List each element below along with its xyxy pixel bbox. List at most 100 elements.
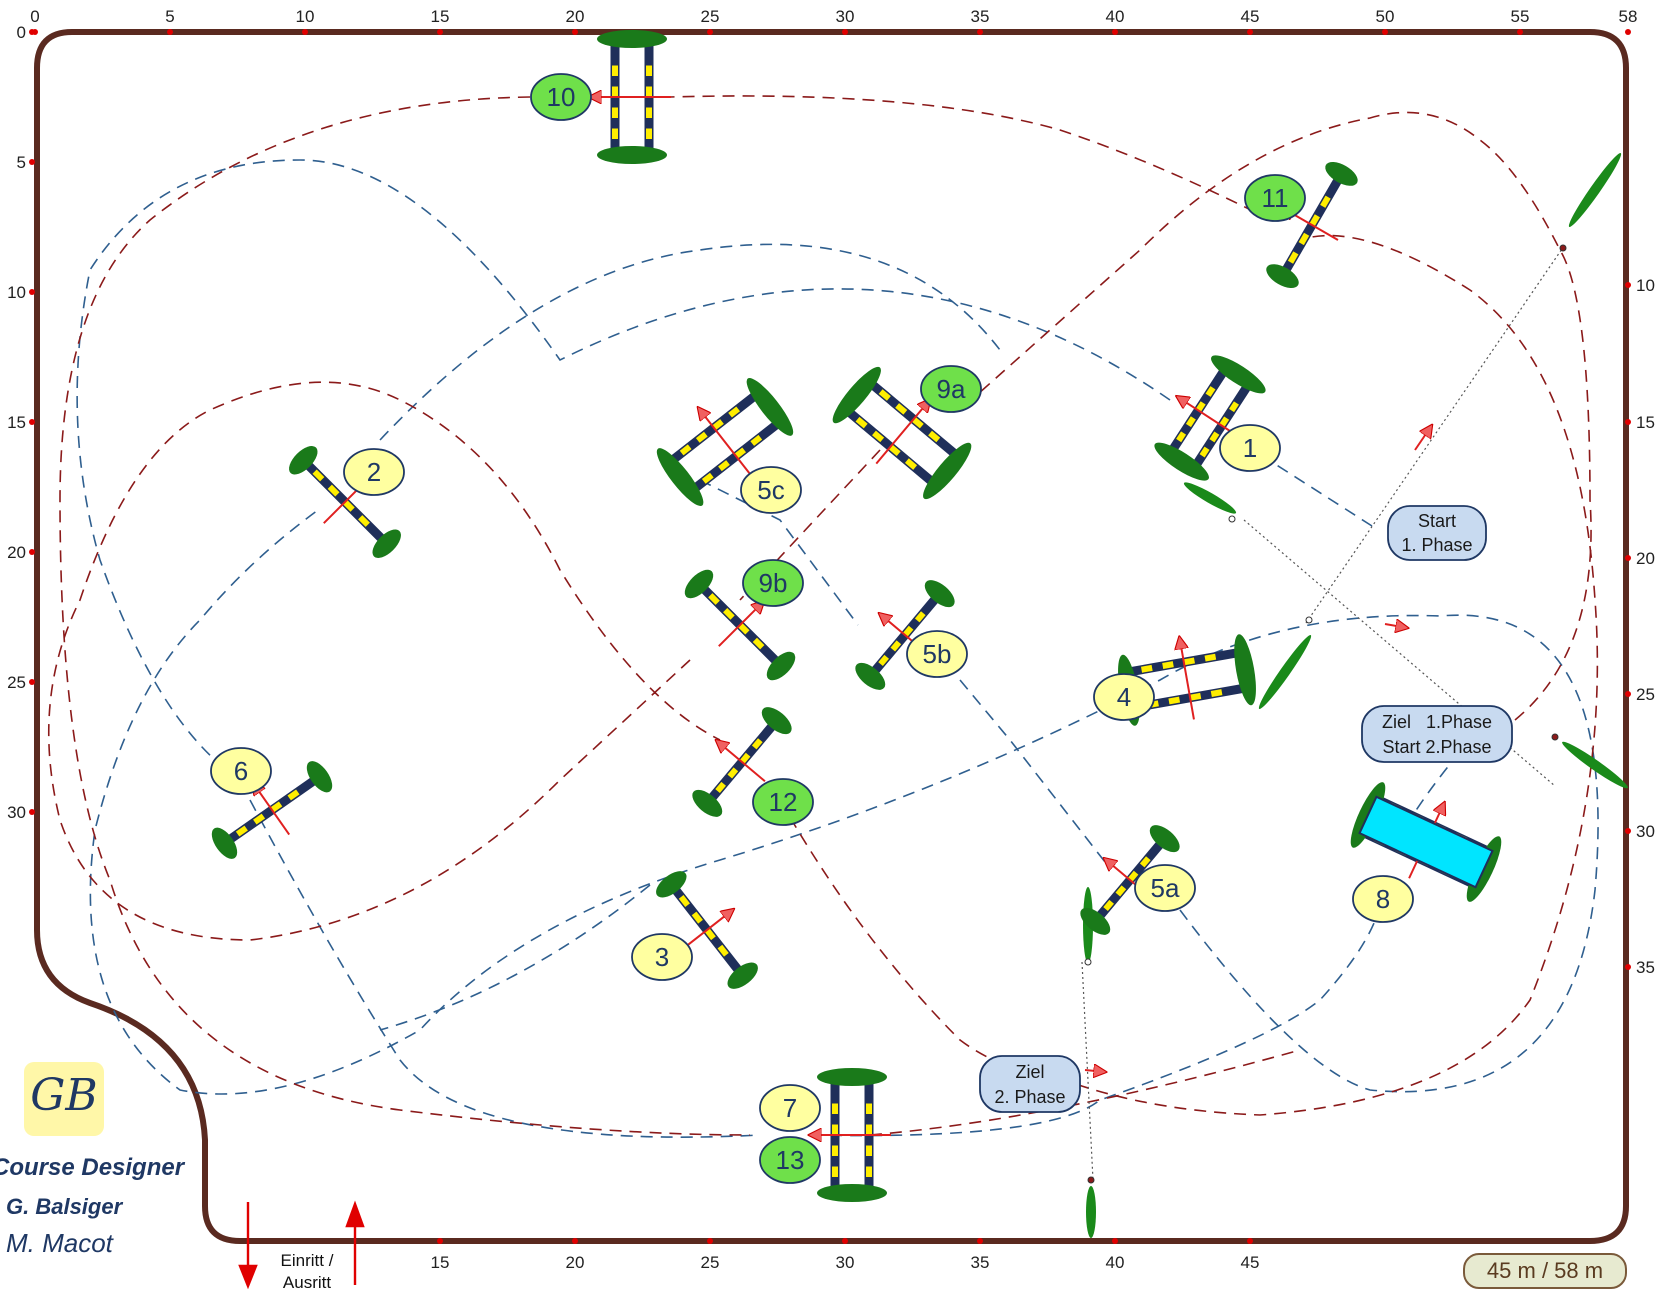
- hedge: [1211, 355, 1266, 394]
- tick-label: 0: [17, 23, 26, 42]
- tick-dot: [437, 29, 443, 35]
- tick-label: 35: [971, 7, 990, 26]
- hedge: [597, 30, 667, 48]
- pole-stripe: [723, 608, 735, 620]
- tick-label: 55: [1511, 7, 1530, 26]
- obstacle-number: 5b: [923, 639, 952, 669]
- hedge: [855, 662, 886, 690]
- pole-stripe: [1204, 653, 1217, 662]
- pole-stripe: [646, 107, 652, 118]
- top-axis-ticks: 0 5 10 15 20 25 30 35 40 45 50 55 58: [30, 7, 1637, 35]
- label-bubble: [1219, 424, 1281, 472]
- finish1-start2-line2: Start 2.Phase: [1382, 737, 1491, 757]
- tick-dot: [1112, 29, 1118, 35]
- pole-stripe: [1162, 661, 1174, 669]
- tick-dot: [1247, 29, 1253, 35]
- pole-stripe: [1176, 431, 1187, 443]
- direction-arrows: [1084, 425, 1432, 1072]
- pole-stripe: [646, 65, 652, 76]
- tick-dot: [572, 29, 578, 35]
- obstacle-1: [1154, 355, 1266, 481]
- entry-label-line2: Ausritt: [282, 1273, 332, 1292]
- obstacle-label-3: 3: [631, 933, 693, 981]
- tick-dot: [29, 419, 35, 425]
- pole-stripe: [270, 801, 283, 813]
- pole-stripe: [646, 128, 652, 139]
- tick-dot: [1625, 419, 1631, 425]
- tick-label: 25: [701, 7, 720, 26]
- label-bubble: [210, 747, 272, 795]
- jump-direction-arrow: [698, 407, 751, 475]
- tick-label: 20: [7, 543, 26, 562]
- obstacle-label-9a: 9a: [920, 365, 982, 413]
- tick-label: 10: [296, 7, 315, 26]
- arena-size-badge: 45 m / 58 m: [1463, 1253, 1627, 1289]
- obstacle-9a: [832, 366, 972, 500]
- arena-border: [34, 29, 1629, 1244]
- pole-stripe: [872, 430, 885, 443]
- pole-stripe: [358, 515, 370, 527]
- obstacle-number: 4: [1117, 682, 1131, 712]
- jump-direction-arrow: [1179, 637, 1195, 720]
- pole-stripe: [612, 65, 618, 76]
- finish1-start2-box: Ziel 1.Phase Start 2.Phase: [1361, 705, 1513, 763]
- pole-stripe: [890, 640, 902, 652]
- entry-exit-arrows: [238, 1200, 365, 1290]
- tick-label: 30: [7, 803, 26, 822]
- obstacle-label-6: 6: [210, 747, 272, 795]
- hedge: [1154, 442, 1209, 481]
- pole-stripe: [855, 416, 868, 429]
- obstacle-number: 12: [769, 787, 798, 817]
- pole-stripe: [895, 403, 908, 415]
- tick-dot: [977, 1238, 983, 1244]
- tick-dot: [1112, 1238, 1118, 1244]
- obstacle-10: [589, 30, 671, 164]
- pole-stripe: [832, 1103, 838, 1114]
- pole-stripe: [1183, 657, 1195, 666]
- designer-logo: GB: [24, 1062, 104, 1136]
- hedge: [817, 1068, 887, 1086]
- tick-label: 10: [1636, 276, 1655, 295]
- tick-dot: [707, 1238, 713, 1244]
- tick-dot: [842, 29, 848, 35]
- hedge: [746, 378, 794, 436]
- pole-stripe: [1210, 689, 1223, 697]
- label-bubble: [530, 73, 592, 121]
- tick-label: 0: [30, 7, 39, 26]
- pole-stripe: [866, 1166, 872, 1177]
- obstacle-5a: [1080, 825, 1180, 935]
- hedge: [766, 651, 796, 681]
- pole-stripe: [750, 434, 763, 446]
- obstacle-number: 5a: [1151, 873, 1180, 903]
- pole-stripe: [878, 389, 891, 401]
- entry-label-line1: Einritt /: [280, 1251, 334, 1270]
- pole-stripe: [612, 128, 618, 139]
- pole-stripe: [715, 781, 726, 794]
- start-phase1-box: Start 1. Phase: [1387, 505, 1487, 561]
- obstacle-label-13: 13: [759, 1136, 821, 1184]
- start-phase1-line2: 1. Phase: [1401, 535, 1472, 555]
- tick-label: 10: [7, 283, 26, 302]
- pole-stripe: [327, 484, 340, 497]
- label-bubble: [631, 933, 693, 981]
- phase2-route: [47, 95, 1599, 1136]
- tick-label: 20: [566, 1253, 585, 1272]
- hedge: [597, 146, 667, 164]
- pole-stripe: [1199, 446, 1210, 458]
- flag-hedges: [1083, 153, 1628, 1238]
- label-bubble: [1093, 673, 1155, 721]
- pole-stripe: [1103, 899, 1114, 912]
- obstacle-number: 13: [776, 1145, 805, 1175]
- pole-stripe: [904, 458, 918, 470]
- pole-stripe: [1185, 416, 1196, 428]
- tick-label: 40: [1106, 7, 1125, 26]
- tick-label: 35: [1636, 958, 1655, 977]
- pole-stripe: [751, 738, 763, 750]
- tick-dot: [29, 549, 35, 555]
- label-bubble: [742, 559, 804, 607]
- pole-stripe: [866, 1103, 872, 1114]
- obstacle-label-5a: 5a: [1134, 864, 1196, 912]
- pole-stripe: [312, 469, 325, 482]
- pole-stripe: [1209, 431, 1220, 443]
- pole-stripe: [928, 430, 941, 443]
